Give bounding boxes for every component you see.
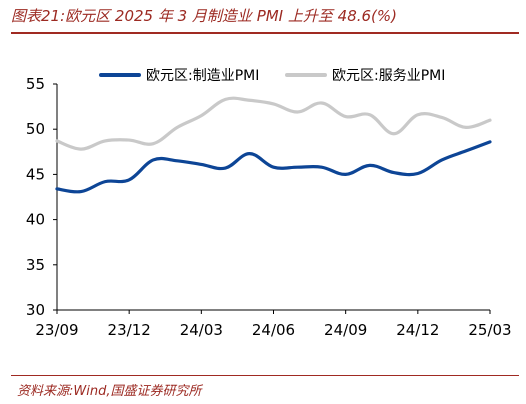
chart-legend: 欧元区:制造业PMI 欧元区:服务业PMI xyxy=(99,68,445,84)
y-tick-label: 30 xyxy=(26,301,45,319)
series-line-manufacturing xyxy=(55,140,492,194)
series-line-services xyxy=(55,96,492,151)
legend-label-manufacturing: 欧元区:制造业PMI xyxy=(146,68,259,84)
y-tick-label: 45 xyxy=(26,165,45,183)
legend-label-services: 欧元区:服务业PMI xyxy=(332,68,445,84)
x-tick-label: 24/12 xyxy=(396,321,439,339)
y-tick-label: 55 xyxy=(26,75,45,93)
y-tick-label: 50 xyxy=(26,120,45,138)
source-divider xyxy=(11,375,519,376)
x-tick-label: 23/12 xyxy=(108,321,151,339)
x-tick-label: 24/03 xyxy=(180,321,223,339)
source-note: 资料来源:Wind,国盛证券研究所 xyxy=(17,384,202,399)
x-tick-label: 24/06 xyxy=(252,321,295,339)
y-tick-label: 40 xyxy=(26,211,45,229)
x-tick-label: 23/09 xyxy=(35,321,78,339)
chart-series xyxy=(55,96,492,194)
chart-title: 图表21:欧元区 2025 年 3 月制造业 PMI 上升至 48.6(%) xyxy=(11,7,398,25)
title-divider xyxy=(11,32,519,34)
y-tick-label: 35 xyxy=(26,256,45,274)
x-tick-label: 24/09 xyxy=(324,321,367,339)
chart-axes: 30 35 40 45 50 55 23/09 23/12 24/03 24/06 24/09 24/… xyxy=(26,75,512,339)
x-tick-label: 25/03 xyxy=(468,321,511,339)
